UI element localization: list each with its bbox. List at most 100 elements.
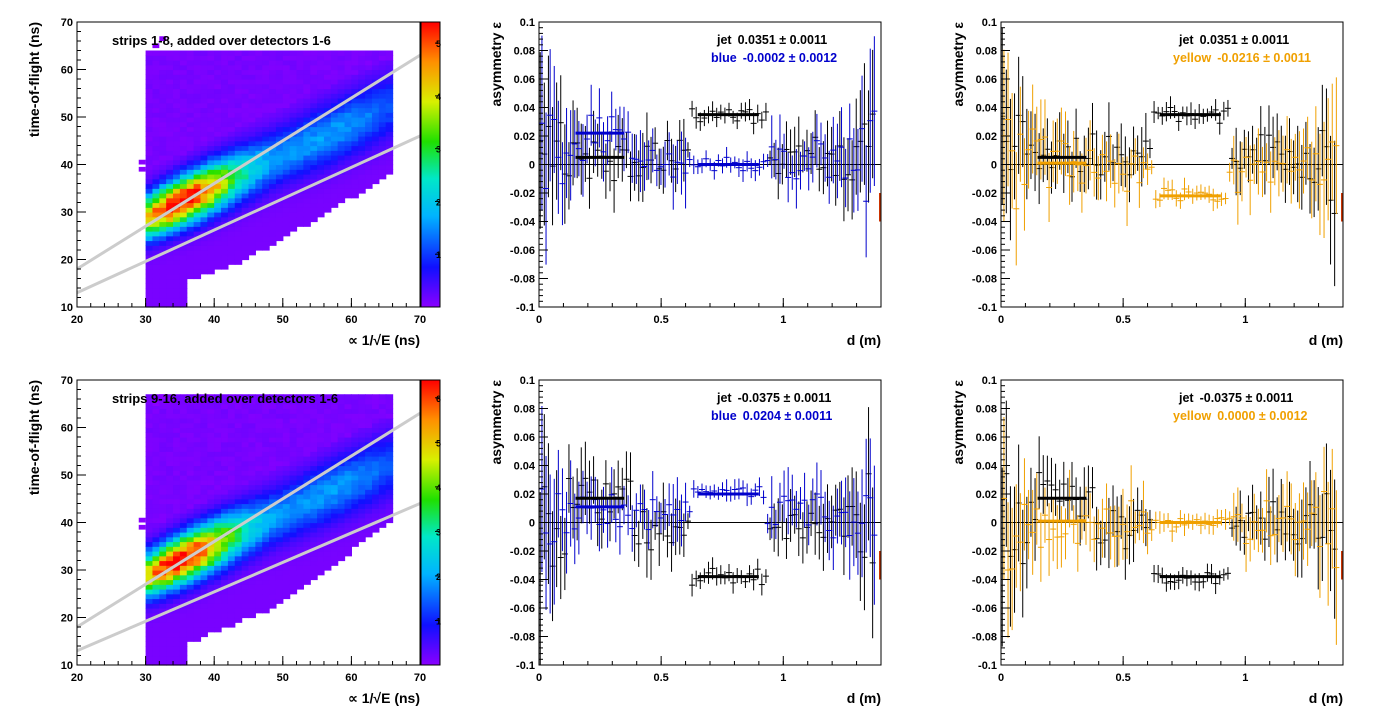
heatmap-cell [146, 51, 153, 56]
heatmap-cell [207, 618, 214, 623]
heatmap-cell [242, 475, 249, 480]
heatmap-cell [146, 74, 153, 79]
heatmap-cell [159, 293, 166, 298]
heatmap-cell [235, 226, 242, 231]
heatmap-cell [214, 518, 221, 523]
y-tick-label: 0.04 [514, 461, 536, 473]
heatmap-cell [152, 508, 159, 513]
heatmap-cell [180, 437, 187, 442]
heatmap-cell [194, 451, 201, 456]
heatmap-cell [242, 207, 249, 212]
heatmap-cell [187, 255, 194, 260]
color-scale-bar [421, 22, 440, 307]
heatmap-cell [365, 409, 372, 414]
heatmap-cell [262, 193, 269, 198]
heatmap-cell [255, 565, 262, 570]
y-tick-label: -0.04 [972, 575, 998, 587]
heatmap-cell [269, 217, 276, 222]
heatmap-cell [283, 580, 290, 585]
heatmap-cell [159, 279, 166, 284]
heatmap-cell [152, 188, 159, 193]
heatmap-cell [351, 485, 358, 490]
heatmap-cell [221, 594, 228, 599]
heatmap-cell [159, 470, 166, 475]
heatmap-cell [214, 546, 221, 551]
heatmap-cell [262, 442, 269, 447]
heatmap-cell [317, 70, 324, 75]
heatmap-cell [351, 141, 358, 146]
heatmap-cell [290, 437, 297, 442]
heatmap-cell [173, 103, 180, 108]
heatmap-cell [228, 480, 235, 485]
heatmap-cell [276, 470, 283, 475]
heatmap-cell [276, 174, 283, 179]
heatmap-cell [290, 589, 297, 594]
heatmap-cell [242, 112, 249, 117]
heatmap-cell [351, 70, 358, 75]
heatmap-cell [379, 84, 386, 89]
heatmap-cell [194, 584, 201, 589]
heatmap-cell [358, 150, 365, 155]
heatmap-cell [331, 504, 338, 509]
heatmap-cell [351, 131, 358, 136]
heatmap-cell [249, 470, 256, 475]
heatmap-cell [166, 74, 173, 79]
heatmap-cell [207, 264, 214, 269]
heatmap-cell [221, 570, 228, 575]
heatmap-cell [331, 155, 338, 160]
heatmap-cell [269, 136, 276, 141]
heatmap-cell [187, 274, 194, 279]
heatmap-cell [228, 570, 235, 575]
heatmap-cell [207, 98, 214, 103]
heatmap-cell [290, 160, 297, 165]
heatmap-cell [228, 117, 235, 122]
heatmap-cell [146, 245, 153, 250]
heatmap-cell [338, 122, 345, 127]
heatmap-cell [242, 470, 249, 475]
heatmap-cell [194, 89, 201, 94]
heatmap-cell [242, 250, 249, 255]
heatmap-cell [166, 508, 173, 513]
heatmap-cell [358, 418, 365, 423]
heatmap-cell [310, 160, 317, 165]
heatmap-cell [152, 207, 159, 212]
heatmap-cell [159, 146, 166, 151]
heatmap-cell [152, 489, 159, 494]
heatmap-cell [173, 146, 180, 151]
heatmap-cell [317, 169, 324, 174]
heatmap-cell [180, 480, 187, 485]
heatmap-cell [166, 274, 173, 279]
heatmap-cell [283, 432, 290, 437]
heatmap-cell [365, 70, 372, 75]
heatmap-cell [146, 212, 153, 217]
heatmap-cell [173, 93, 180, 98]
heatmap-cell [365, 150, 372, 155]
heatmap-cell [283, 470, 290, 475]
heatmap-cell [365, 146, 372, 151]
heatmap-cell [146, 288, 153, 293]
heatmap-cell [345, 122, 352, 127]
heatmap-cell [152, 565, 159, 570]
heatmap-cell [358, 504, 365, 509]
heatmap-cell [351, 150, 358, 155]
heatmap-cell [146, 646, 153, 651]
heatmap-cell [228, 241, 235, 246]
heatmap-cell [283, 409, 290, 414]
heatmap-cell [345, 193, 352, 198]
heatmap-cell [146, 409, 153, 414]
heatmap-cell [207, 65, 214, 70]
heatmap-cell [249, 203, 256, 208]
heatmap-cell [249, 79, 256, 84]
heatmap-cell [255, 494, 262, 499]
heatmap-cell [180, 112, 187, 117]
heatmap-cell [221, 74, 228, 79]
heatmap-cell [200, 60, 207, 65]
heatmap-cell [146, 198, 153, 203]
heatmap-cell [303, 561, 310, 566]
heatmap-cell [159, 603, 166, 608]
heatmap-cell [146, 556, 153, 561]
heatmap-cell [269, 456, 276, 461]
heatmap-cell [228, 447, 235, 452]
heatmap-cell [235, 565, 242, 570]
heatmap-cell [166, 603, 173, 608]
